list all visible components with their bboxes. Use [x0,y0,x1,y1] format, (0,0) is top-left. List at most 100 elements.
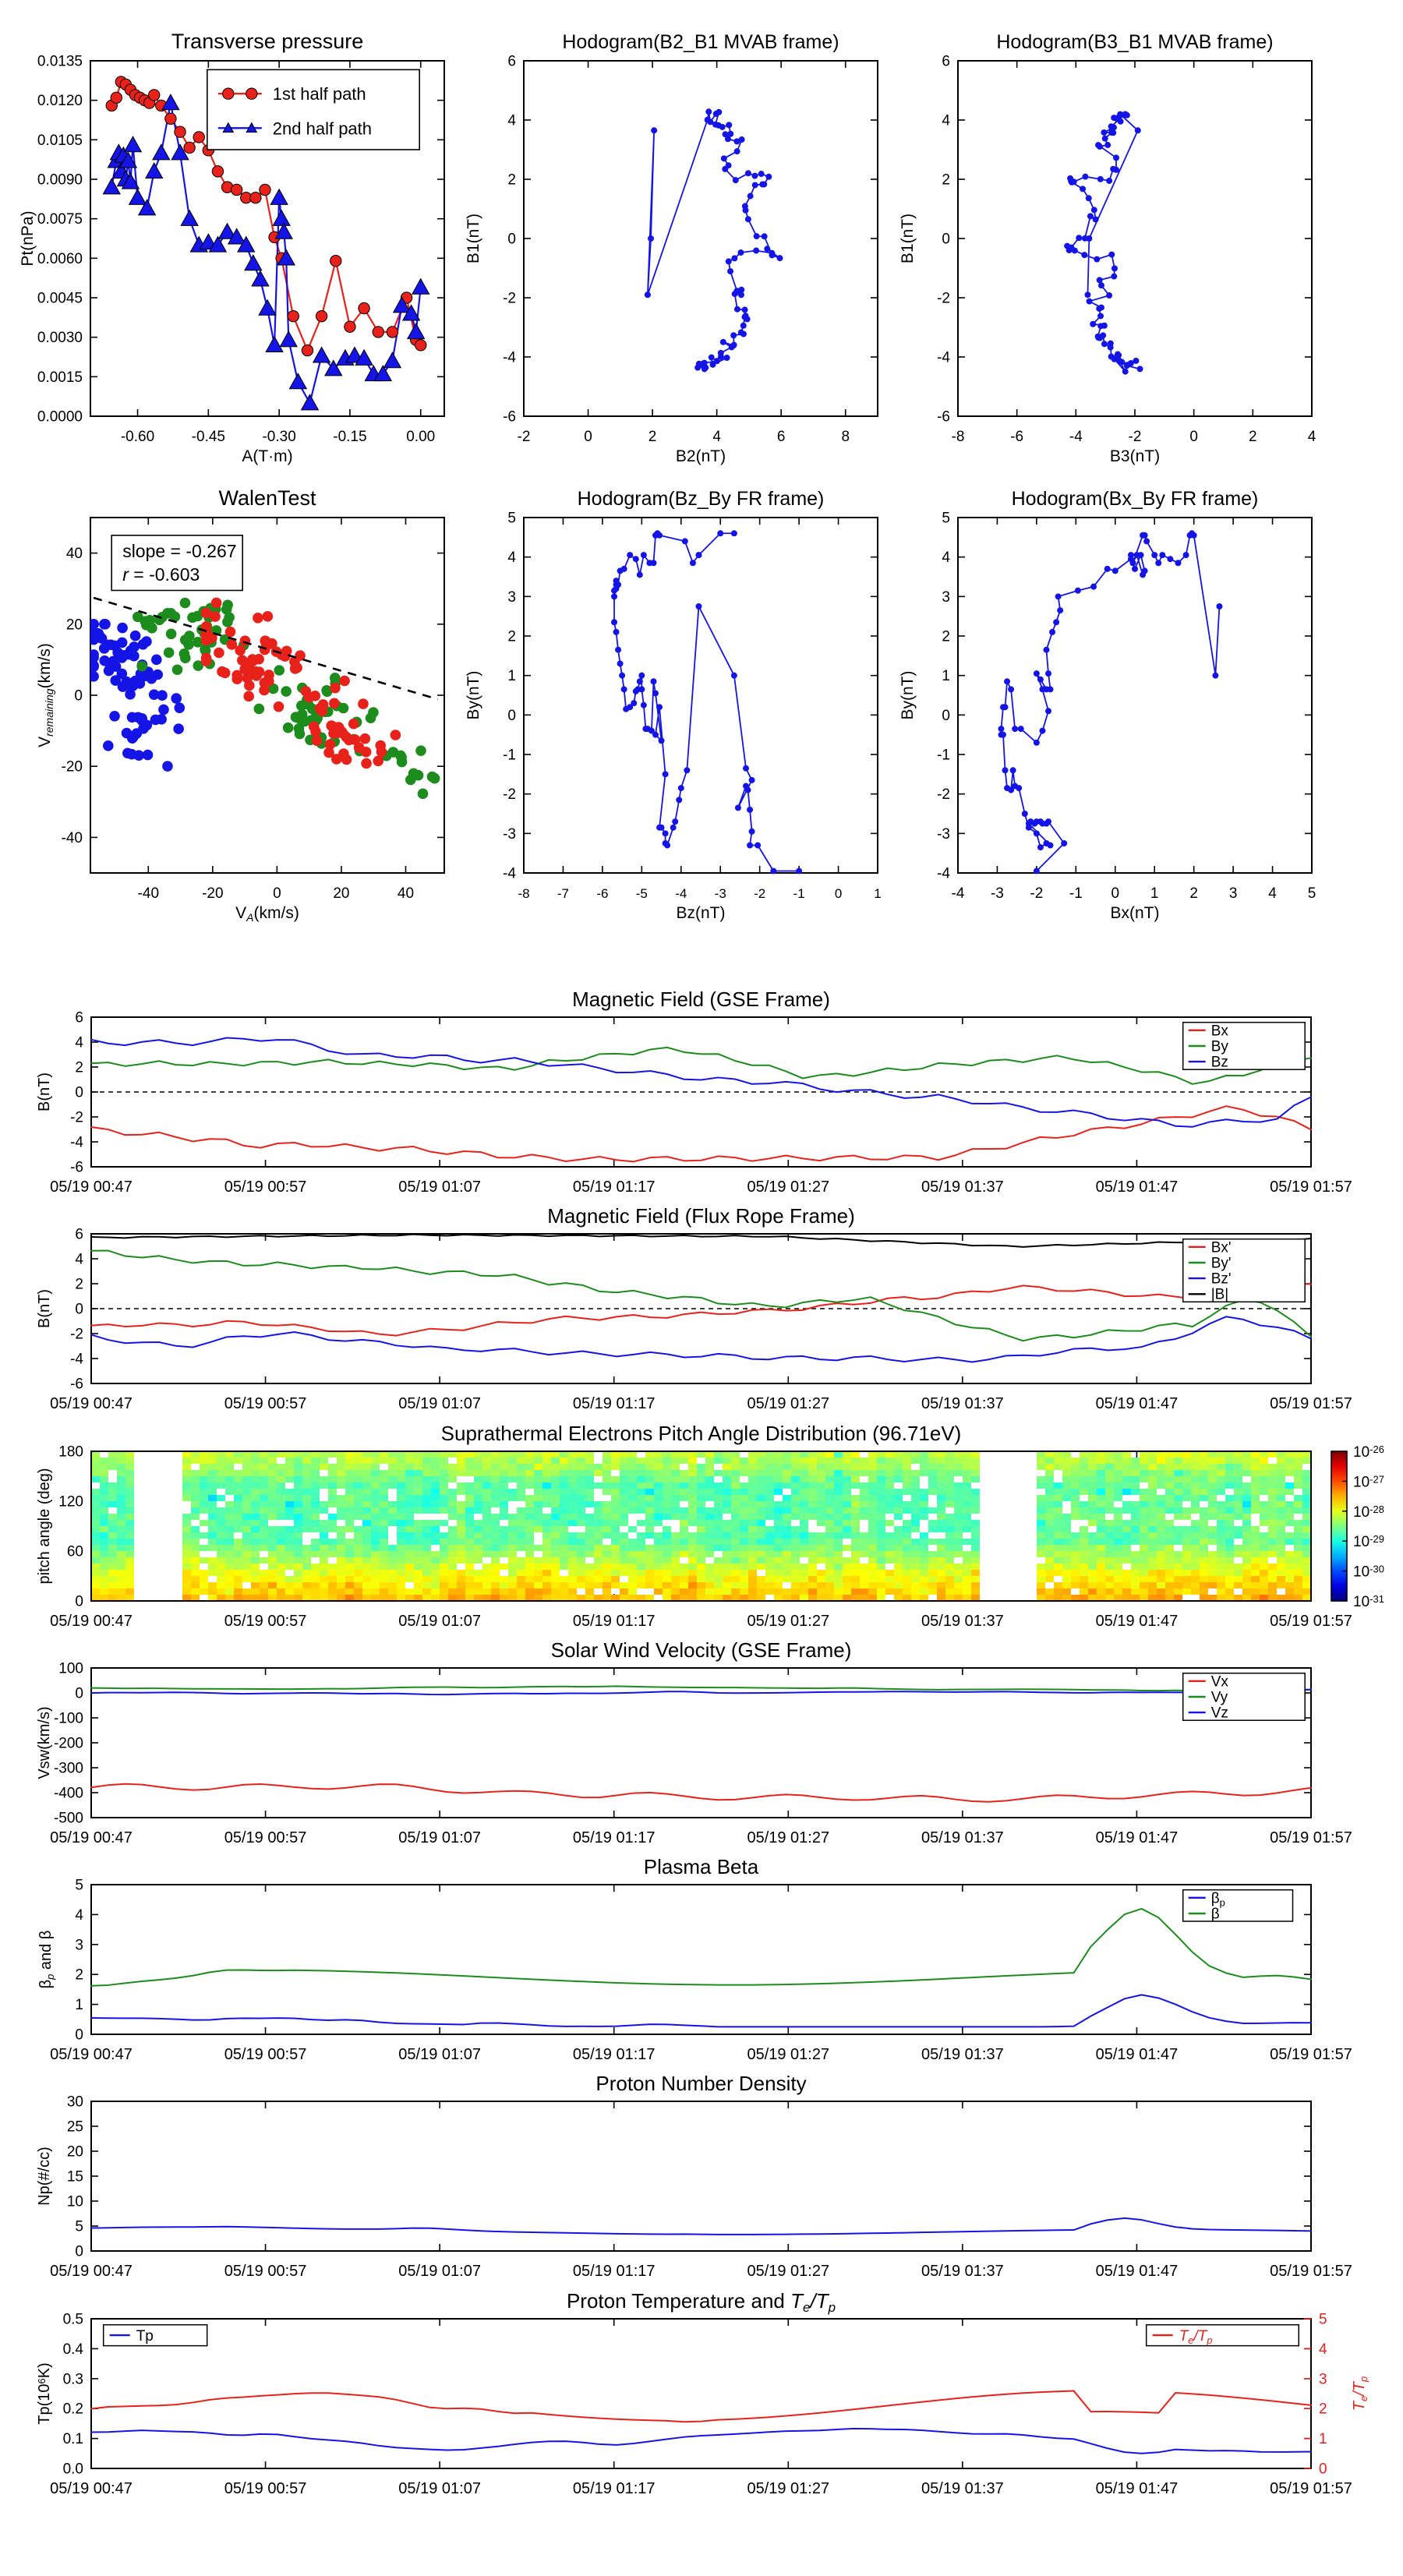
svg-text:-1: -1 [937,747,950,763]
svg-text:B1(nT): B1(nT) [465,214,482,263]
svg-text:3: 3 [75,1937,83,1953]
svg-text:0: 0 [942,708,950,724]
svg-text:0: 0 [75,1301,83,1317]
svg-text:-6: -6 [596,886,608,901]
svg-text:Tp: Tp [136,2328,154,2345]
svg-text:slope = -0.267: slope = -0.267 [122,541,236,561]
svg-text:-20: -20 [202,885,223,902]
svg-text:8: 8 [841,429,850,445]
svg-text:10: 10 [67,2193,83,2210]
svg-text:20: 20 [66,617,83,633]
svg-text:Te/Tp: Te/Tp [1351,2376,1369,2411]
svg-text:Bx': Bx' [1211,1239,1232,1256]
svg-text:-4: -4 [70,1134,83,1150]
svg-text:05/19 01:07: 05/19 01:07 [398,2046,481,2063]
svg-text:-6: -6 [70,1159,83,1175]
svg-text:-5: -5 [636,886,648,901]
svg-text:By': By' [1211,1255,1232,1271]
svg-text:4: 4 [507,112,516,129]
svg-text:-2: -2 [937,290,950,306]
svg-text:05/19 01:37: 05/19 01:37 [921,1829,1004,1846]
svg-text:-2: -2 [70,1109,83,1125]
svg-text:05/19 01:17: 05/19 01:17 [573,1178,656,1196]
svg-text:-0.45: -0.45 [192,429,225,445]
svg-text:0.0045: 0.0045 [37,290,83,306]
svg-text:-2: -2 [503,290,516,306]
svg-text:WalenTest: WalenTest [218,486,316,510]
svg-text:4: 4 [942,549,950,566]
svg-text:05/19 01:27: 05/19 01:27 [747,2263,829,2280]
svg-text:4: 4 [1308,429,1316,445]
svg-text:By(nT): By(nT) [465,671,482,720]
svg-text:Pt(nPa): Pt(nPa) [19,210,37,266]
svg-text:-400: -400 [54,1785,83,1801]
svg-text:6: 6 [942,53,950,69]
svg-text:5: 5 [75,2218,83,2235]
svg-text:-4: -4 [937,865,950,882]
svg-text:0.2: 0.2 [63,2401,83,2418]
svg-text:4: 4 [1268,885,1277,902]
svg-text:10-31: 10-31 [1353,1593,1384,1610]
svg-text:2nd half path: 2nd half path [273,118,372,138]
svg-text:40: 40 [398,885,414,902]
svg-text:3: 3 [507,589,516,606]
svg-text:05/19 00:57: 05/19 00:57 [224,1395,307,1412]
svg-text:40: 40 [66,546,83,562]
svg-text:β: β [1211,1906,1220,1922]
svg-text:10-30: 10-30 [1353,1564,1384,1581]
svg-text:0: 0 [835,886,842,901]
svg-text:2: 2 [1249,429,1257,445]
svg-text:2: 2 [942,171,950,188]
svg-text:Vsw(km/s): Vsw(km/s) [36,1706,53,1779]
svg-text:05/19 01:57: 05/19 01:57 [1270,1829,1352,1846]
svg-text:05/19 01:17: 05/19 01:17 [573,1395,656,1412]
svg-text:-6: -6 [503,408,516,425]
svg-text:-6: -6 [1010,429,1023,445]
svg-text:05/19 00:57: 05/19 00:57 [224,1613,307,1630]
svg-text:6: 6 [507,53,516,69]
svg-text:0: 0 [1111,885,1119,902]
svg-text:05/19 01:27: 05/19 01:27 [747,1178,829,1196]
svg-text:120: 120 [58,1493,83,1510]
svg-text:1: 1 [1319,2431,1327,2447]
svg-text:05/19 01:47: 05/19 01:47 [1096,2480,1179,2497]
svg-text:05/19 01:37: 05/19 01:37 [921,2480,1004,2497]
svg-text:pitch angle (deg): pitch angle (deg) [36,1468,53,1585]
svg-text:1: 1 [942,668,950,684]
svg-text:10-27: 10-27 [1353,1474,1384,1491]
svg-text:Np(#/cc): Np(#/cc) [36,2147,53,2206]
svg-text:-3: -3 [937,826,950,843]
svg-text:5: 5 [1308,885,1316,902]
svg-text:Vremaining(km/s): Vremaining(km/s) [36,643,55,747]
svg-text:05/19 01:07: 05/19 01:07 [398,1178,481,1196]
svg-text:0.0120: 0.0120 [37,93,83,109]
svg-text:-4: -4 [1069,429,1083,445]
svg-text:3: 3 [1319,2371,1327,2387]
svg-text:Magnetic Field (GSE Frame): Magnetic Field (GSE Frame) [572,988,830,1011]
svg-text:05/19 01:17: 05/19 01:17 [573,2480,656,2497]
svg-text:-2: -2 [70,1326,83,1342]
svg-text:05/19 01:47: 05/19 01:47 [1096,1178,1179,1196]
svg-text:0.3: 0.3 [63,2371,83,2387]
svg-text:Bz(nT): Bz(nT) [677,904,726,922]
svg-text:5: 5 [1319,2311,1327,2327]
svg-text:0.0000: 0.0000 [37,408,83,425]
svg-text:Vz: Vz [1211,1705,1228,1722]
svg-text:-2: -2 [937,786,950,803]
svg-text:05/19 01:27: 05/19 01:27 [747,1829,829,1846]
svg-text:-40: -40 [138,885,159,902]
svg-text:05/19 00:47: 05/19 00:47 [50,1829,133,1846]
svg-text:0.4: 0.4 [63,2341,84,2358]
svg-text:0.0060: 0.0060 [37,251,83,267]
svg-text:0: 0 [942,231,950,247]
svg-text:05/19 00:47: 05/19 00:47 [50,2046,133,2063]
svg-text:30: 30 [67,2094,83,2110]
svg-text:1: 1 [874,886,881,901]
svg-text:0.0030: 0.0030 [37,330,83,346]
svg-text:-2: -2 [1030,885,1043,902]
svg-text:-40: -40 [62,830,83,846]
svg-text:05/19 01:27: 05/19 01:27 [747,1613,829,1630]
svg-text:05/19 01:27: 05/19 01:27 [747,1395,829,1412]
svg-text:VA(km/s): VA(km/s) [235,904,299,924]
svg-text:-1: -1 [503,747,516,763]
